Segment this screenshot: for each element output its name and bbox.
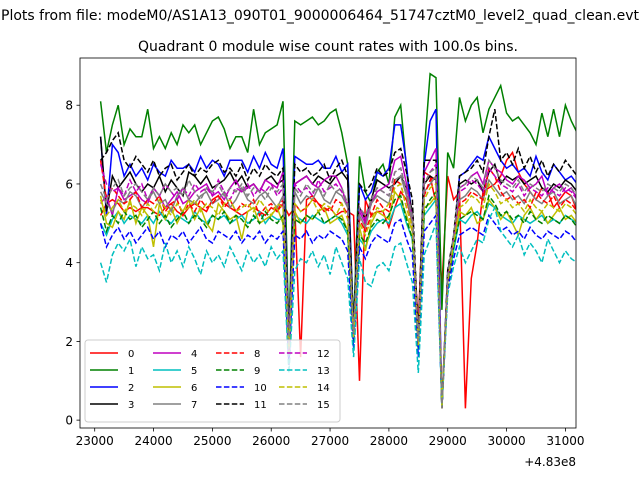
series-line-11 xyxy=(100,109,576,409)
x-tick-label: 25000 xyxy=(193,434,231,448)
x-tick-label: 28000 xyxy=(370,434,408,448)
legend-label-8: 8 xyxy=(254,349,260,360)
y-tick-label: 2 xyxy=(65,335,73,349)
legend-label-11: 11 xyxy=(254,400,267,411)
y-tick-label: 0 xyxy=(65,414,73,428)
legend-label-13: 13 xyxy=(317,366,330,377)
series-line-5 xyxy=(99,197,576,409)
x-tick-label: 23000 xyxy=(76,434,114,448)
x-tick-label: 31000 xyxy=(546,434,584,448)
legend-label-5: 5 xyxy=(191,366,197,377)
legend-label-1: 1 xyxy=(128,366,134,377)
y-tick-label: 8 xyxy=(65,99,73,113)
series-line-15 xyxy=(99,158,576,409)
legend-label-2: 2 xyxy=(128,383,134,394)
series-line-13 xyxy=(99,205,576,409)
series-line-14 xyxy=(99,182,576,409)
x-tick-label: 24000 xyxy=(134,434,172,448)
chart-suptitle: Plots from file: modeM0/AS1A13_090T01_90… xyxy=(1,8,639,24)
x-tick-label: 30000 xyxy=(487,434,525,448)
x-tick-label: 29000 xyxy=(429,434,467,448)
series-line-9 xyxy=(99,189,576,409)
legend-label-9: 9 xyxy=(254,366,260,377)
series-layer xyxy=(99,72,576,409)
y-tick-label: 4 xyxy=(65,256,73,270)
legend-label-7: 7 xyxy=(191,400,197,411)
legend-label-12: 12 xyxy=(317,349,330,360)
legend-label-3: 3 xyxy=(128,400,134,411)
legend-label-0: 0 xyxy=(128,349,134,360)
y-tick-label: 6 xyxy=(65,177,73,191)
legend-label-10: 10 xyxy=(254,383,267,394)
x-offset-label: +4.83e8 xyxy=(524,455,576,469)
series-line-1 xyxy=(99,72,576,350)
legend-box xyxy=(84,339,341,423)
axes: 23000 24000 25000 26000 27000 28000 29000 30000… xyxy=(65,57,585,448)
legend-label-6: 6 xyxy=(191,383,197,394)
x-tick-label: 26000 xyxy=(252,434,290,448)
plot-frame xyxy=(79,57,577,429)
legend-label-4: 4 xyxy=(191,349,197,360)
chart-title: Quadrant 0 module wise count rates with … xyxy=(138,39,518,55)
legend-label-15: 15 xyxy=(317,400,330,411)
legend-label-14: 14 xyxy=(317,383,330,394)
x-tick-label: 27000 xyxy=(311,434,349,448)
